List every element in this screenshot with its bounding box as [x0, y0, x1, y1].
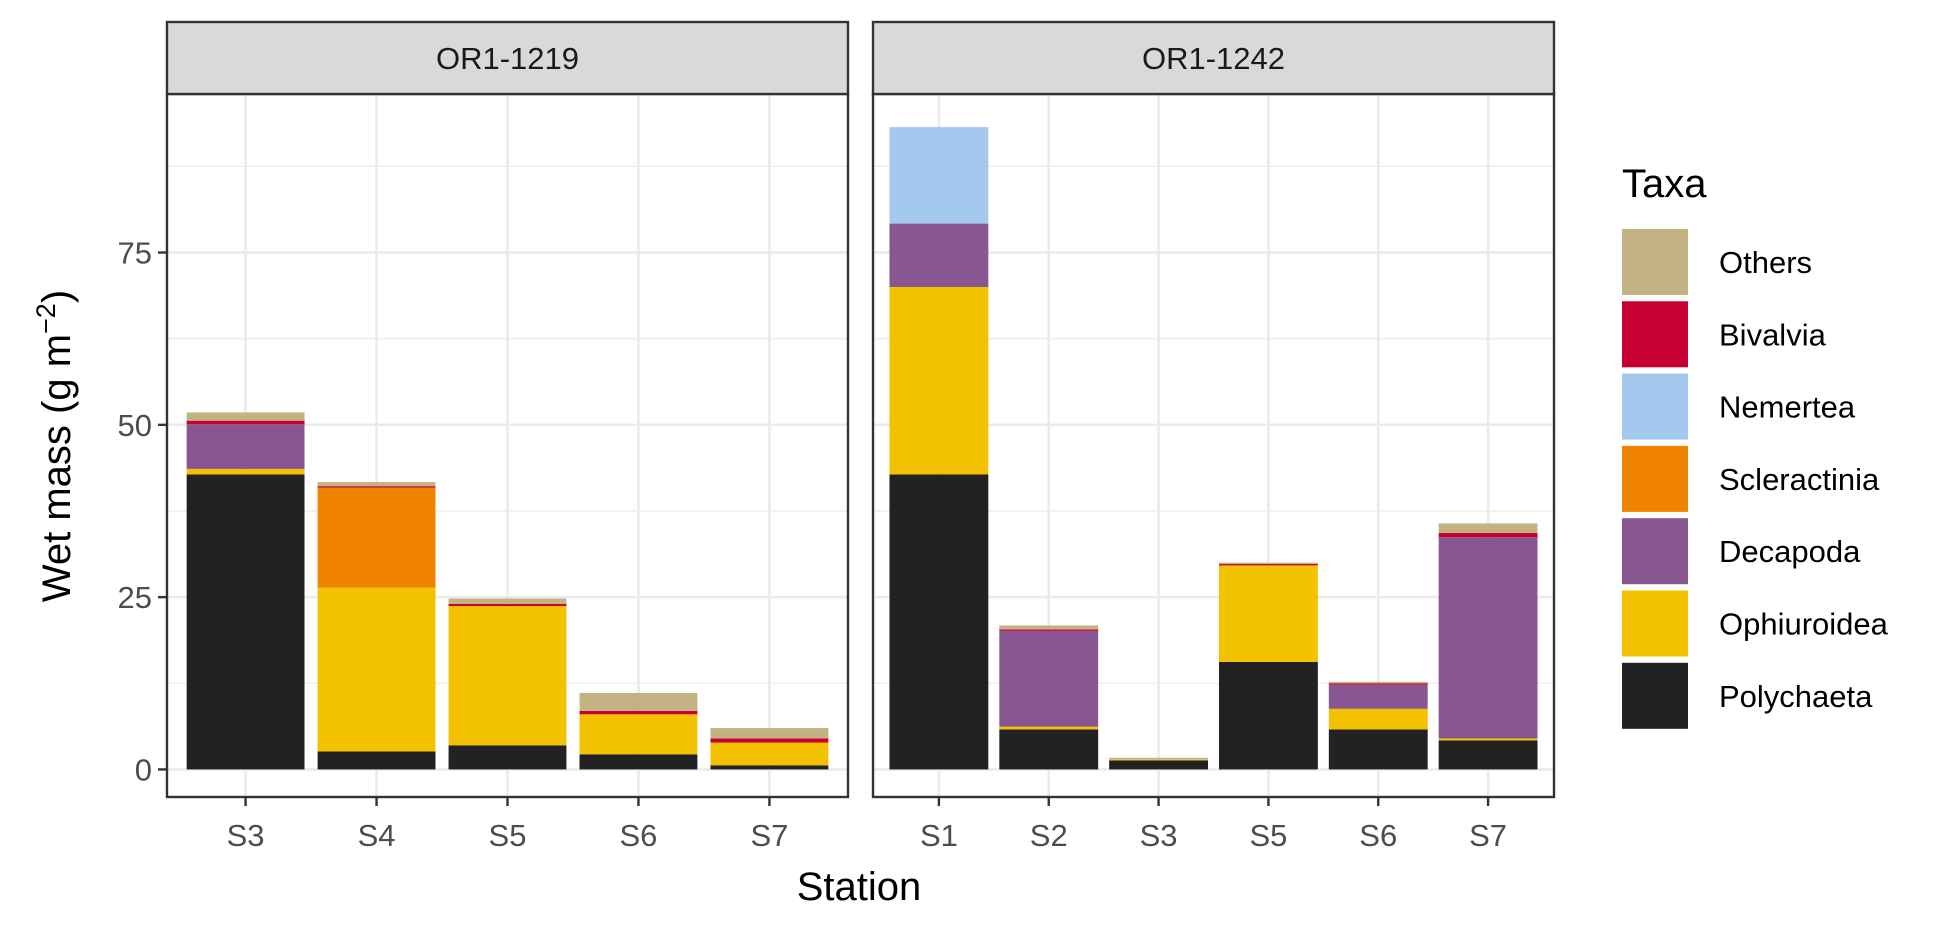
bar-segment-s3-decapoda — [186, 424, 305, 469]
x-tick-label: S5 — [1249, 818, 1287, 853]
bar-segment-s5-polychaeta — [1218, 661, 1318, 770]
legend-item-scleractinia: Scleractinia — [1622, 445, 1880, 512]
legend-key-swatch — [1622, 229, 1688, 295]
x-tick-label: S4 — [358, 818, 396, 853]
bar-segment-s6-polychaeta — [579, 754, 698, 770]
bar-segment-s6-ophiuroidea — [1328, 708, 1428, 730]
legend-key-swatch — [1622, 301, 1688, 368]
facet-strip — [165, 20, 850, 96]
bar-segment-s5-others — [1218, 562, 1318, 565]
legend-key-swatch — [1622, 662, 1688, 729]
bar-segment-s7-others — [710, 728, 829, 739]
bar-segment-s1-ophiuroidea — [889, 286, 989, 475]
bar-segment-s5-bivalvia — [1218, 564, 1318, 566]
bar-segment-s1-decapoda — [889, 223, 989, 287]
bar-segment-s4-scleractinia — [317, 487, 436, 588]
bar-segment-s5-ophiuroidea — [1218, 565, 1318, 662]
bar-segment-s6-polychaeta — [1328, 729, 1428, 770]
bar-segment-s3-others — [186, 412, 305, 421]
bar-segment-s2-decapoda — [999, 630, 1099, 727]
bar-segment-s1-polychaeta — [889, 474, 989, 770]
x-tick-label: S6 — [1359, 818, 1397, 853]
bar-segment-s4-bivalvia — [317, 486, 436, 488]
legend-key-swatch — [1622, 518, 1688, 585]
bar-segment-s5-others — [448, 598, 567, 605]
y-tick-label: 0 — [135, 752, 152, 787]
legend-key-swatch — [1622, 373, 1688, 440]
legend-item-others: Others — [1622, 229, 1812, 295]
y-tick-label: 75 — [118, 236, 152, 271]
legend-key-swatch — [1622, 590, 1688, 657]
bar-segment-s4-ophiuroidea — [317, 587, 436, 752]
legend-item-ophiuroidea: Ophiuroidea — [1622, 590, 1889, 657]
legend-label: Ophiuroidea — [1719, 607, 1889, 642]
bar-segment-s6-others — [579, 692, 698, 711]
legend-label: Decapoda — [1719, 534, 1861, 569]
bar-segment-s3-others — [1109, 757, 1209, 760]
bar-segment-s2-ophiuroidea — [999, 726, 1099, 730]
x-tick-label: S7 — [750, 818, 788, 853]
facet-panel-or1-1219: OR1-1219 S3 S4 S5 S6 S7 0 25 50 75 — [118, 20, 850, 853]
bar-segment-s7-bivalvia — [710, 738, 829, 743]
bar-segment-s6-ophiuroidea — [579, 714, 698, 755]
bar-segment-s1-nemertea — [889, 127, 989, 224]
facet-strip — [871, 20, 1556, 96]
bar-segment-s3-ophiuroidea — [1109, 759, 1209, 761]
bar-segment-s3-bivalvia — [186, 420, 305, 425]
bar-segment-s7-ophiuroidea — [710, 742, 829, 766]
y-tick-label: 50 — [118, 408, 152, 443]
legend-label: Polychaeta — [1719, 679, 1873, 714]
bar-segment-s7-polychaeta — [710, 765, 829, 770]
legend-item-bivalvia: Bivalvia — [1622, 301, 1827, 368]
bar-segment-s5-ophiuroidea — [448, 606, 567, 746]
x-tick-label: S2 — [1030, 818, 1068, 853]
bar-segment-s7-decapoda — [1438, 537, 1538, 739]
bar-segment-s7-others — [1438, 523, 1538, 534]
bar-segment-s5-bivalvia — [448, 604, 567, 607]
facet-panel-or1-1242: OR1-1242 S1 S2 S3 S5 S6 S7 — [871, 20, 1556, 853]
bar-segment-s3-polychaeta — [186, 474, 305, 770]
bar-segment-s6-decapoda — [1328, 684, 1428, 709]
y-tick-label: 25 — [118, 580, 152, 615]
bar-segment-s6-others — [1328, 681, 1428, 684]
bar-segment-s7-bivalvia — [1438, 533, 1538, 538]
legend-item-polychaeta: Polychaeta — [1622, 662, 1873, 729]
x-tick-label: S7 — [1469, 818, 1507, 853]
legend-label: Scleractinia — [1719, 462, 1880, 497]
y-axis-title: Wet mass (g m−2) — [31, 290, 79, 602]
bar-segment-s6-bivalvia — [579, 710, 698, 715]
legend-item-nemertea: Nemertea — [1622, 373, 1856, 440]
bar-segment-s2-polychaeta — [999, 729, 1099, 770]
bar-segment-s4-polychaeta — [317, 751, 436, 770]
legend-title: Taxa — [1622, 162, 1707, 206]
legend-item-decapoda: Decapoda — [1622, 518, 1861, 585]
x-axis-title: Station — [797, 865, 922, 909]
bar-segment-s6-bivalvia — [1328, 683, 1428, 685]
bar-segment-s7-ophiuroidea — [1438, 738, 1538, 741]
legend-label: Others — [1719, 245, 1812, 280]
legend-key-swatch — [1622, 445, 1688, 512]
bar-segment-s3-ophiuroidea — [186, 468, 305, 475]
x-tick-label: S6 — [620, 818, 658, 853]
facet-panels: OR1-1219 S3 S4 S5 S6 S7 0 25 50 75 OR1-1242 S1 S2 S3 S… — [118, 20, 1556, 853]
facet-strip-label: OR1-1219 — [436, 41, 579, 76]
bar-segment-s2-others — [999, 625, 1099, 630]
x-tick-label: S5 — [489, 818, 527, 853]
bar-segment-s3-polychaeta — [1109, 760, 1209, 770]
x-tick-label: S1 — [920, 818, 958, 853]
x-tick-label: S3 — [227, 818, 265, 853]
bar-segment-s5-polychaeta — [448, 745, 567, 770]
facet-strip-label: OR1-1242 — [1142, 41, 1285, 76]
bar-segment-s4-others — [317, 482, 436, 487]
bar-segment-s2-bivalvia — [999, 629, 1099, 631]
legend-label: Nemertea — [1719, 390, 1856, 425]
x-tick-label: S3 — [1140, 818, 1178, 853]
legend: Taxa Others Bivalvia Nemertea Scleractinia D… — [1622, 162, 1889, 729]
bar-segment-s7-polychaeta — [1438, 740, 1538, 770]
legend-label: Bivalvia — [1719, 317, 1827, 352]
